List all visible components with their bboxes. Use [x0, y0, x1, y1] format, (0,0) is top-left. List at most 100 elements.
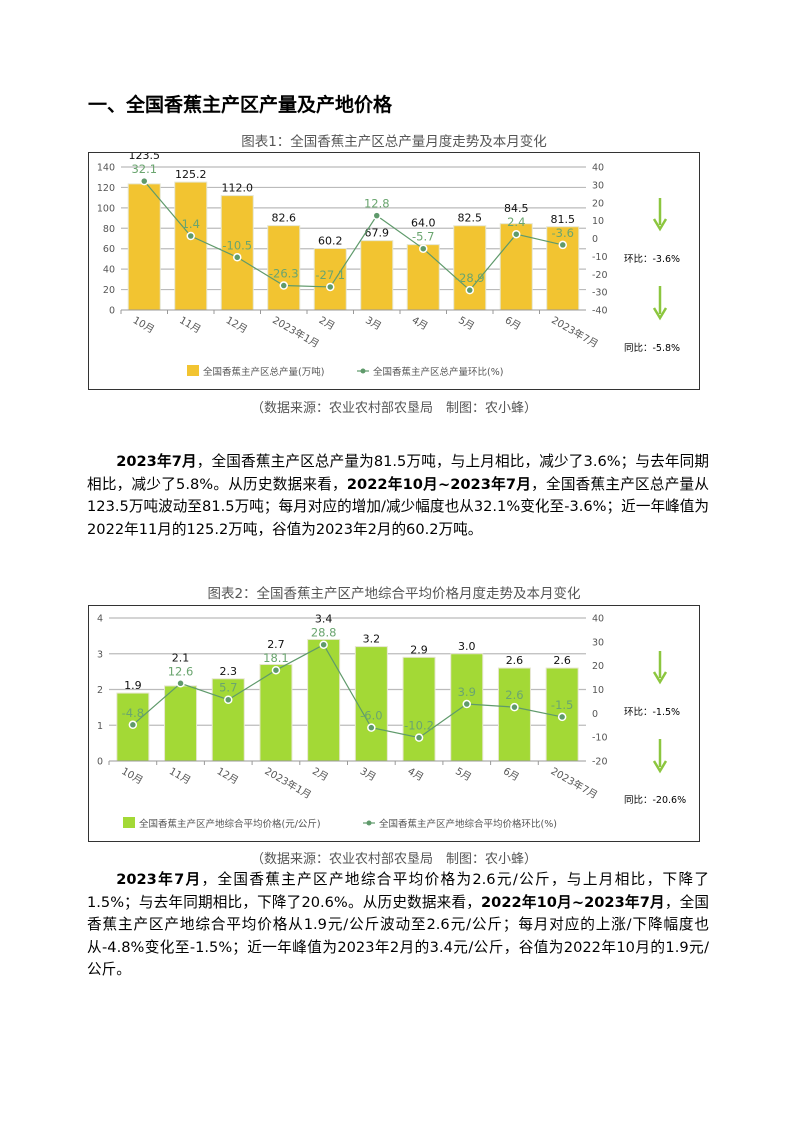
bar — [313, 248, 347, 311]
line-point — [558, 240, 567, 250]
bar-value-label: 81.5 — [551, 213, 576, 226]
chart2-mom-label: 环比：-1.5% — [624, 707, 681, 718]
legend-line-swatch-dot — [366, 820, 372, 826]
chart1-mom-label: 环比：-3.6% — [624, 254, 681, 265]
left-axis-tick: 100 — [97, 203, 115, 214]
line-point — [512, 229, 521, 239]
right-axis-tick: -20 — [592, 270, 608, 281]
down-arrow-icon — [652, 218, 668, 232]
bar — [259, 663, 293, 762]
left-axis-tick: 20 — [103, 285, 115, 296]
x-axis-label: 12月 — [215, 765, 241, 787]
line-point — [128, 720, 138, 730]
chart2-yoy-label: 同比：-20.6% — [624, 795, 687, 806]
right-axis-tick: 40 — [592, 614, 604, 625]
right-axis-tick: 0 — [592, 234, 598, 245]
line-value-label: 12.8 — [364, 197, 390, 211]
x-axis-label: 2023年1月 — [270, 313, 321, 350]
para1-bold-range: 2022年10月~2023年7月 — [346, 475, 532, 493]
para2-text-2: ，全国香蕉主产区产地综合平均价格从1.9元/公斤波动至2.6元/公斤；每月对应的… — [87, 893, 709, 979]
legend-bar-label: 全国香蕉主产区产地综合平均价格(元/公斤) — [139, 818, 321, 830]
line-point — [557, 712, 567, 722]
chart2-svg: 0 1 2 3 4 -20 -10 0 10 20 30 40 1.9 10月 2.1 11月 2.3 12月 2.… — [97, 613, 668, 830]
legend-line-label: 全国香蕉主产区产地综合平均价格环比(%) — [379, 818, 557, 830]
line-value-label: 2.4 — [507, 215, 525, 229]
line-value-label: 12.6 — [168, 664, 194, 678]
x-axis-label: 10月 — [119, 765, 145, 787]
chart1-svg: 0 20 40 60 80 100 120 140 -40 -30 -20 -10 0 10 20 30 40 1… — [97, 153, 668, 378]
para1-text: ，全国香蕉主产区总产量为81.5万吨，与上月相比，减少了3.6%；与去年同期相比… — [87, 453, 709, 493]
line-value-label: 32.1 — [131, 162, 157, 176]
bar-value-label: 60.2 — [318, 235, 343, 248]
line-point — [140, 176, 149, 186]
chart1-source: （数据来源：农业农村部农垦局 制图：农小蜂） — [250, 401, 537, 416]
chart2-source: （数据来源：农业农村部农垦局 制图：农小蜂） — [250, 852, 537, 867]
line-value-label: -3.6 — [552, 226, 574, 240]
bar-value-label: 3.4 — [315, 613, 333, 626]
x-axis-label: 5月 — [453, 765, 473, 784]
x-axis-label: 6月 — [503, 314, 523, 333]
bar-value-label: 2.3 — [220, 665, 238, 678]
line-value-label: 1.4 — [182, 217, 200, 231]
para1-text-2: ，全国香蕉主产区总产量从123.5万吨波动至81.5万吨；每月对应的增加/减少幅… — [87, 475, 709, 538]
x-axis-label: 12月 — [224, 314, 250, 336]
line-point — [186, 231, 195, 241]
bar-value-label: 2.6 — [553, 654, 571, 667]
bar — [174, 181, 208, 311]
line-point — [372, 211, 381, 220]
legend-line-swatch-dot — [360, 368, 366, 374]
legend-bar-swatch — [123, 817, 135, 828]
legend-bar-swatch — [187, 365, 199, 376]
line-value-label: -10.5 — [222, 238, 252, 252]
bar-value-label: 112.0 — [222, 182, 254, 195]
right-axis-tick: 40 — [592, 163, 604, 174]
bar-value-label: 123.5 — [129, 153, 161, 162]
right-axis-tick: 20 — [592, 661, 604, 672]
down-arrow-icon — [652, 760, 668, 774]
right-axis-tick: -10 — [592, 733, 608, 744]
line-point — [319, 640, 328, 649]
bar-value-label: 1.9 — [124, 679, 142, 692]
line-value-label: -6.0 — [360, 709, 382, 723]
chart1: 0 20 40 60 80 100 120 140 -40 -30 -20 -10 0 10 20 30 40 1… — [88, 152, 700, 390]
left-axis-tick: 3 — [97, 649, 103, 660]
x-axis-label: 4月 — [410, 314, 430, 333]
line-point — [465, 285, 474, 295]
x-axis-label: 10月 — [131, 314, 157, 336]
line-value-label: 5.7 — [219, 681, 237, 695]
bar — [354, 646, 388, 762]
bar-value-label: 2.6 — [506, 654, 524, 667]
chart1-yoy-label: 同比：-5.8% — [624, 343, 681, 354]
bar-value-label: 67.9 — [365, 227, 390, 240]
right-axis-tick: -30 — [592, 288, 608, 299]
bar — [307, 638, 341, 762]
bar-value-label: 82.6 — [272, 212, 297, 225]
x-axis-label: 2023年1月 — [262, 764, 313, 801]
line-point — [462, 699, 471, 709]
right-axis-tick: 30 — [592, 637, 604, 648]
line-point — [271, 665, 281, 675]
line-point — [367, 723, 376, 732]
line-point — [326, 282, 335, 292]
right-axis-tick: 10 — [592, 216, 604, 227]
bar — [164, 685, 198, 762]
bar-value-label: 84.5 — [504, 202, 529, 215]
x-axis-label: 2023年7月 — [549, 313, 600, 350]
bar — [497, 667, 531, 762]
right-axis-tick: -40 — [592, 306, 608, 317]
para1-bold-date: 2023年7月 — [116, 453, 197, 470]
line-value-label: 28.8 — [311, 626, 337, 640]
left-axis-tick: 0 — [97, 757, 103, 768]
bar-value-label: 82.5 — [458, 212, 483, 225]
line-value-label: 3.9 — [458, 685, 476, 699]
x-axis-label: 3月 — [358, 765, 378, 784]
section-heading: 一、全国香蕉主产区产量及产地价格 — [88, 94, 393, 116]
line-value-label: -28.9 — [455, 271, 485, 285]
right-axis-tick: -20 — [592, 757, 608, 768]
bar-value-label: 64.0 — [411, 217, 436, 230]
bar — [360, 240, 394, 311]
line-value-label: -1.5 — [551, 698, 573, 712]
line-value-label: -26.3 — [269, 267, 299, 281]
bar — [267, 225, 301, 311]
